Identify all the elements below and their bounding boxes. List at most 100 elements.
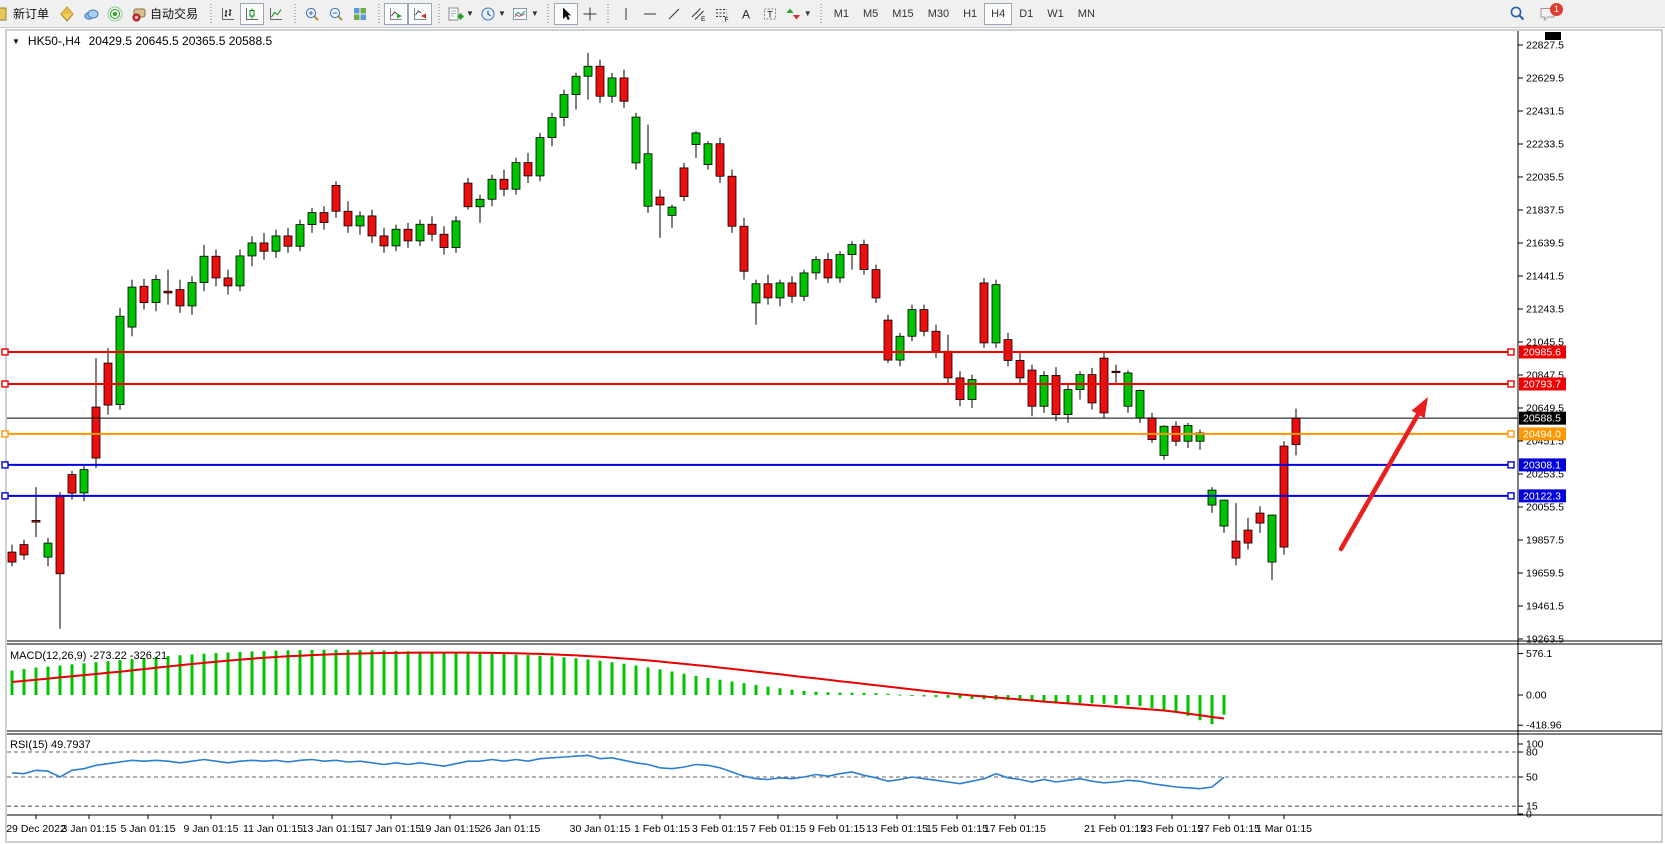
date-tick-label: 9 Feb 01:15 bbox=[809, 823, 865, 835]
timeframe-H1[interactable]: H1 bbox=[956, 3, 984, 25]
timeframe-W1[interactable]: W1 bbox=[1040, 3, 1071, 25]
timeframe-M30[interactable]: M30 bbox=[921, 3, 956, 25]
vertical-line-button[interactable] bbox=[614, 3, 638, 25]
date-tick-label: 3 Jan 01:15 bbox=[62, 823, 117, 835]
line-handle[interactable] bbox=[1507, 430, 1515, 438]
candlestick-chart-button[interactable] bbox=[240, 2, 265, 25]
arrows-icon bbox=[786, 8, 800, 19]
fibonacci-button[interactable]: F bbox=[710, 3, 734, 25]
line-handle[interactable] bbox=[1, 380, 9, 388]
macd-histogram-bar bbox=[790, 689, 794, 695]
candle-body bbox=[835, 254, 845, 279]
timeframe-M5[interactable]: M5 bbox=[856, 3, 885, 25]
candle-body bbox=[643, 153, 653, 207]
line-chart-icon bbox=[270, 7, 283, 20]
candle-body bbox=[415, 223, 425, 242]
bar-chart-button[interactable] bbox=[216, 3, 240, 25]
price-label-box bbox=[1519, 411, 1566, 425]
collapse-caret-icon[interactable]: ▼ bbox=[12, 36, 20, 46]
chart-shift-marker[interactable] bbox=[1545, 32, 1561, 40]
trend-arrow[interactable] bbox=[1338, 397, 1428, 552]
macd-histogram-bar bbox=[10, 670, 14, 695]
line-handle[interactable] bbox=[1507, 461, 1515, 469]
templates-button[interactable]: ▼ bbox=[509, 3, 542, 25]
toolbar: 新订单 自动交易 bbox=[0, 0, 1665, 28]
toolbar-grip[interactable] bbox=[818, 3, 824, 24]
timeframe-M1[interactable]: M1 bbox=[827, 3, 856, 25]
candle-body bbox=[139, 285, 149, 303]
macd-histogram-bar bbox=[238, 651, 242, 695]
timeframe-D1[interactable]: D1 bbox=[1012, 3, 1040, 25]
equidistant-channel-button[interactable]: E bbox=[686, 3, 710, 25]
line-chart-button[interactable] bbox=[264, 3, 288, 25]
crosshair-button[interactable] bbox=[578, 3, 602, 25]
timeframe-MN[interactable]: MN bbox=[1071, 3, 1102, 25]
price-tick-label: 22035.5 bbox=[1526, 172, 1564, 184]
candle-body bbox=[151, 279, 161, 303]
price-tick-label: 19263.5 bbox=[1526, 634, 1564, 646]
candle-body bbox=[775, 282, 785, 299]
timeframe-H4[interactable]: H4 bbox=[984, 2, 1013, 25]
macd-histogram-bar bbox=[886, 693, 890, 695]
new-order-label: 新订单 bbox=[13, 7, 50, 21]
toolbar-grip[interactable] bbox=[545, 3, 551, 24]
rsi-axis-label: 100 bbox=[1526, 739, 1544, 751]
trendline-button[interactable] bbox=[662, 3, 686, 25]
trend-arrow-head[interactable] bbox=[1411, 397, 1428, 419]
cursor-button[interactable] bbox=[553, 2, 578, 25]
macd-histogram-bar bbox=[694, 675, 698, 695]
new-chart-button[interactable]: ▼ bbox=[444, 3, 477, 25]
chart-shift-button[interactable] bbox=[408, 2, 433, 25]
macd-histogram-bar bbox=[562, 657, 566, 695]
candle-body bbox=[31, 520, 41, 523]
macd-axis-label: 0.00 bbox=[1526, 690, 1547, 702]
zoom-in-button[interactable] bbox=[300, 3, 324, 25]
text-label-button[interactable]: T bbox=[758, 3, 782, 25]
macd-histogram-bar bbox=[1042, 695, 1046, 702]
chart-canvas[interactable]: 22827.5 22629.5 22431.5 22233.5 22035.5 21837… bbox=[0, 28, 1665, 844]
line-handle[interactable] bbox=[1507, 492, 1515, 500]
chevron-down-icon: ▼ bbox=[466, 9, 474, 18]
trend-arrow-shaft[interactable] bbox=[1338, 408, 1423, 552]
notifications-button[interactable]: 1 bbox=[1535, 2, 1563, 25]
line-handle[interactable] bbox=[1507, 348, 1515, 356]
auto-scroll-icon bbox=[390, 7, 403, 20]
toolbar-grip[interactable] bbox=[605, 3, 611, 24]
arrows-button[interactable]: ▼ bbox=[782, 3, 815, 25]
auto-trading-icon bbox=[132, 8, 146, 21]
candle-body bbox=[67, 474, 77, 494]
toolbar-grip[interactable] bbox=[376, 3, 382, 24]
market-depth-button[interactable] bbox=[55, 3, 79, 25]
line-handle[interactable] bbox=[1, 461, 9, 469]
line-handle[interactable] bbox=[1, 430, 9, 438]
toolbar-grip[interactable] bbox=[292, 3, 298, 24]
macd-histogram-bar bbox=[298, 650, 302, 695]
candle-body bbox=[1039, 375, 1049, 407]
line-handle[interactable] bbox=[1, 348, 9, 356]
candle-body bbox=[1099, 357, 1109, 414]
text-button[interactable]: A bbox=[734, 3, 758, 25]
timeframe-M15[interactable]: M15 bbox=[885, 3, 920, 25]
price-label-box bbox=[1519, 377, 1566, 391]
auto-trading-button[interactable]: 自动交易 bbox=[127, 3, 204, 25]
signals-button[interactable] bbox=[103, 3, 127, 25]
toolbar-grip[interactable] bbox=[436, 3, 442, 24]
macd-histogram-bar bbox=[1054, 695, 1058, 703]
macd-histogram-bar bbox=[766, 686, 770, 695]
horizontal-line-button[interactable] bbox=[638, 3, 662, 25]
candle-body bbox=[919, 309, 929, 332]
market-watch-button[interactable] bbox=[79, 3, 103, 25]
zoom-out-button[interactable] bbox=[324, 3, 348, 25]
period-button[interactable]: ▼ bbox=[477, 3, 509, 25]
macd-histogram-bar bbox=[946, 695, 950, 698]
search-button[interactable] bbox=[1505, 3, 1529, 25]
tile-windows-button[interactable] bbox=[348, 3, 372, 25]
line-handle[interactable] bbox=[1507, 380, 1515, 388]
line-handle[interactable] bbox=[1, 492, 9, 500]
auto-scroll-button[interactable] bbox=[384, 2, 409, 25]
toolbar-grip[interactable] bbox=[208, 3, 214, 24]
new-order-button[interactable]: 新订单 bbox=[9, 3, 55, 25]
macd-histogram-bar bbox=[358, 649, 362, 695]
candle-body bbox=[91, 406, 101, 459]
price-label-text: 20985.6 bbox=[1523, 346, 1561, 358]
